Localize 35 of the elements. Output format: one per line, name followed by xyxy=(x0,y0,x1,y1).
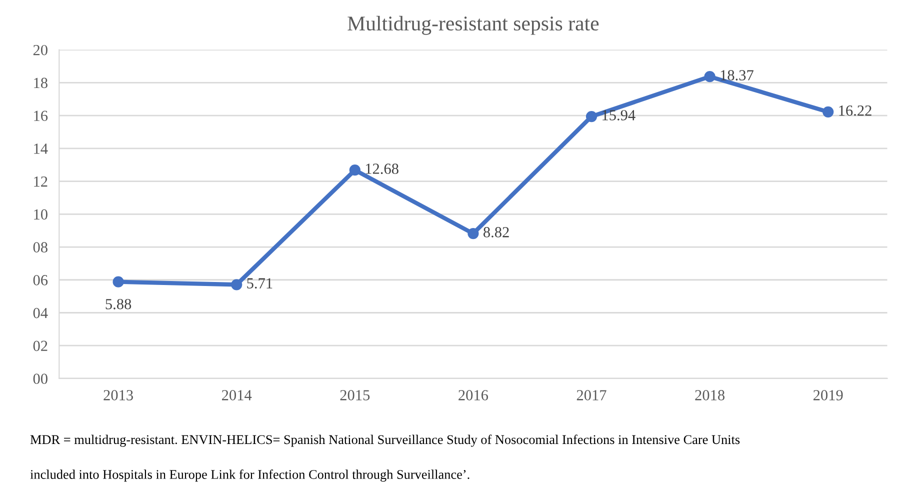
point xyxy=(822,106,834,118)
data-label: 18.37 xyxy=(720,70,754,80)
x-tick-label: 2015 xyxy=(340,390,370,400)
y-tick-label: 12 xyxy=(34,176,48,187)
chart-title: Multidrug-resistant sepsis rate xyxy=(348,16,599,35)
data-label: 5.71 xyxy=(247,278,272,289)
y-tick-label: 20 xyxy=(33,44,48,56)
data-label: 8.82 xyxy=(484,227,509,238)
data-label: 12.68 xyxy=(366,164,398,174)
y-tick-label: 14 xyxy=(34,144,48,154)
x-tick-label: 2016 xyxy=(458,390,488,400)
data-label: 5.88 xyxy=(106,298,132,310)
x-tick-label: 2013 xyxy=(104,390,133,400)
data-label: 15.94 xyxy=(602,110,636,120)
y-tick-label: 04 xyxy=(33,308,48,318)
y-tick-label: 06 xyxy=(33,275,48,286)
y-tick-label: 10 xyxy=(34,209,48,220)
y-tick-label: 00 xyxy=(33,374,48,384)
point xyxy=(349,164,360,176)
y-tick-label: 08 xyxy=(33,242,48,252)
point xyxy=(704,71,716,82)
y-tick-label: 02 xyxy=(33,340,48,352)
data-label: 16.22 xyxy=(839,105,872,116)
x-tick-label: 2017 xyxy=(576,390,606,400)
point xyxy=(231,279,242,290)
point xyxy=(468,228,479,240)
y-tick-label: 16 xyxy=(34,110,48,121)
point xyxy=(112,276,124,288)
y-tick-label: 18 xyxy=(34,78,48,88)
text: MDR = multidrug-resistant. ENVIN-HELICS= Spanish National Surveillance Study of Nosocomial Infections in Intensive Care Units xyxy=(30,434,740,447)
x-tick-label: 2014 xyxy=(222,390,252,400)
x-tick-label: 2018 xyxy=(695,390,724,400)
x-tick-label: 2019 xyxy=(813,390,843,400)
text: included into Hospitals in Europe Link for Infection Control through Surveillance’. xyxy=(30,470,470,482)
point xyxy=(586,110,598,122)
